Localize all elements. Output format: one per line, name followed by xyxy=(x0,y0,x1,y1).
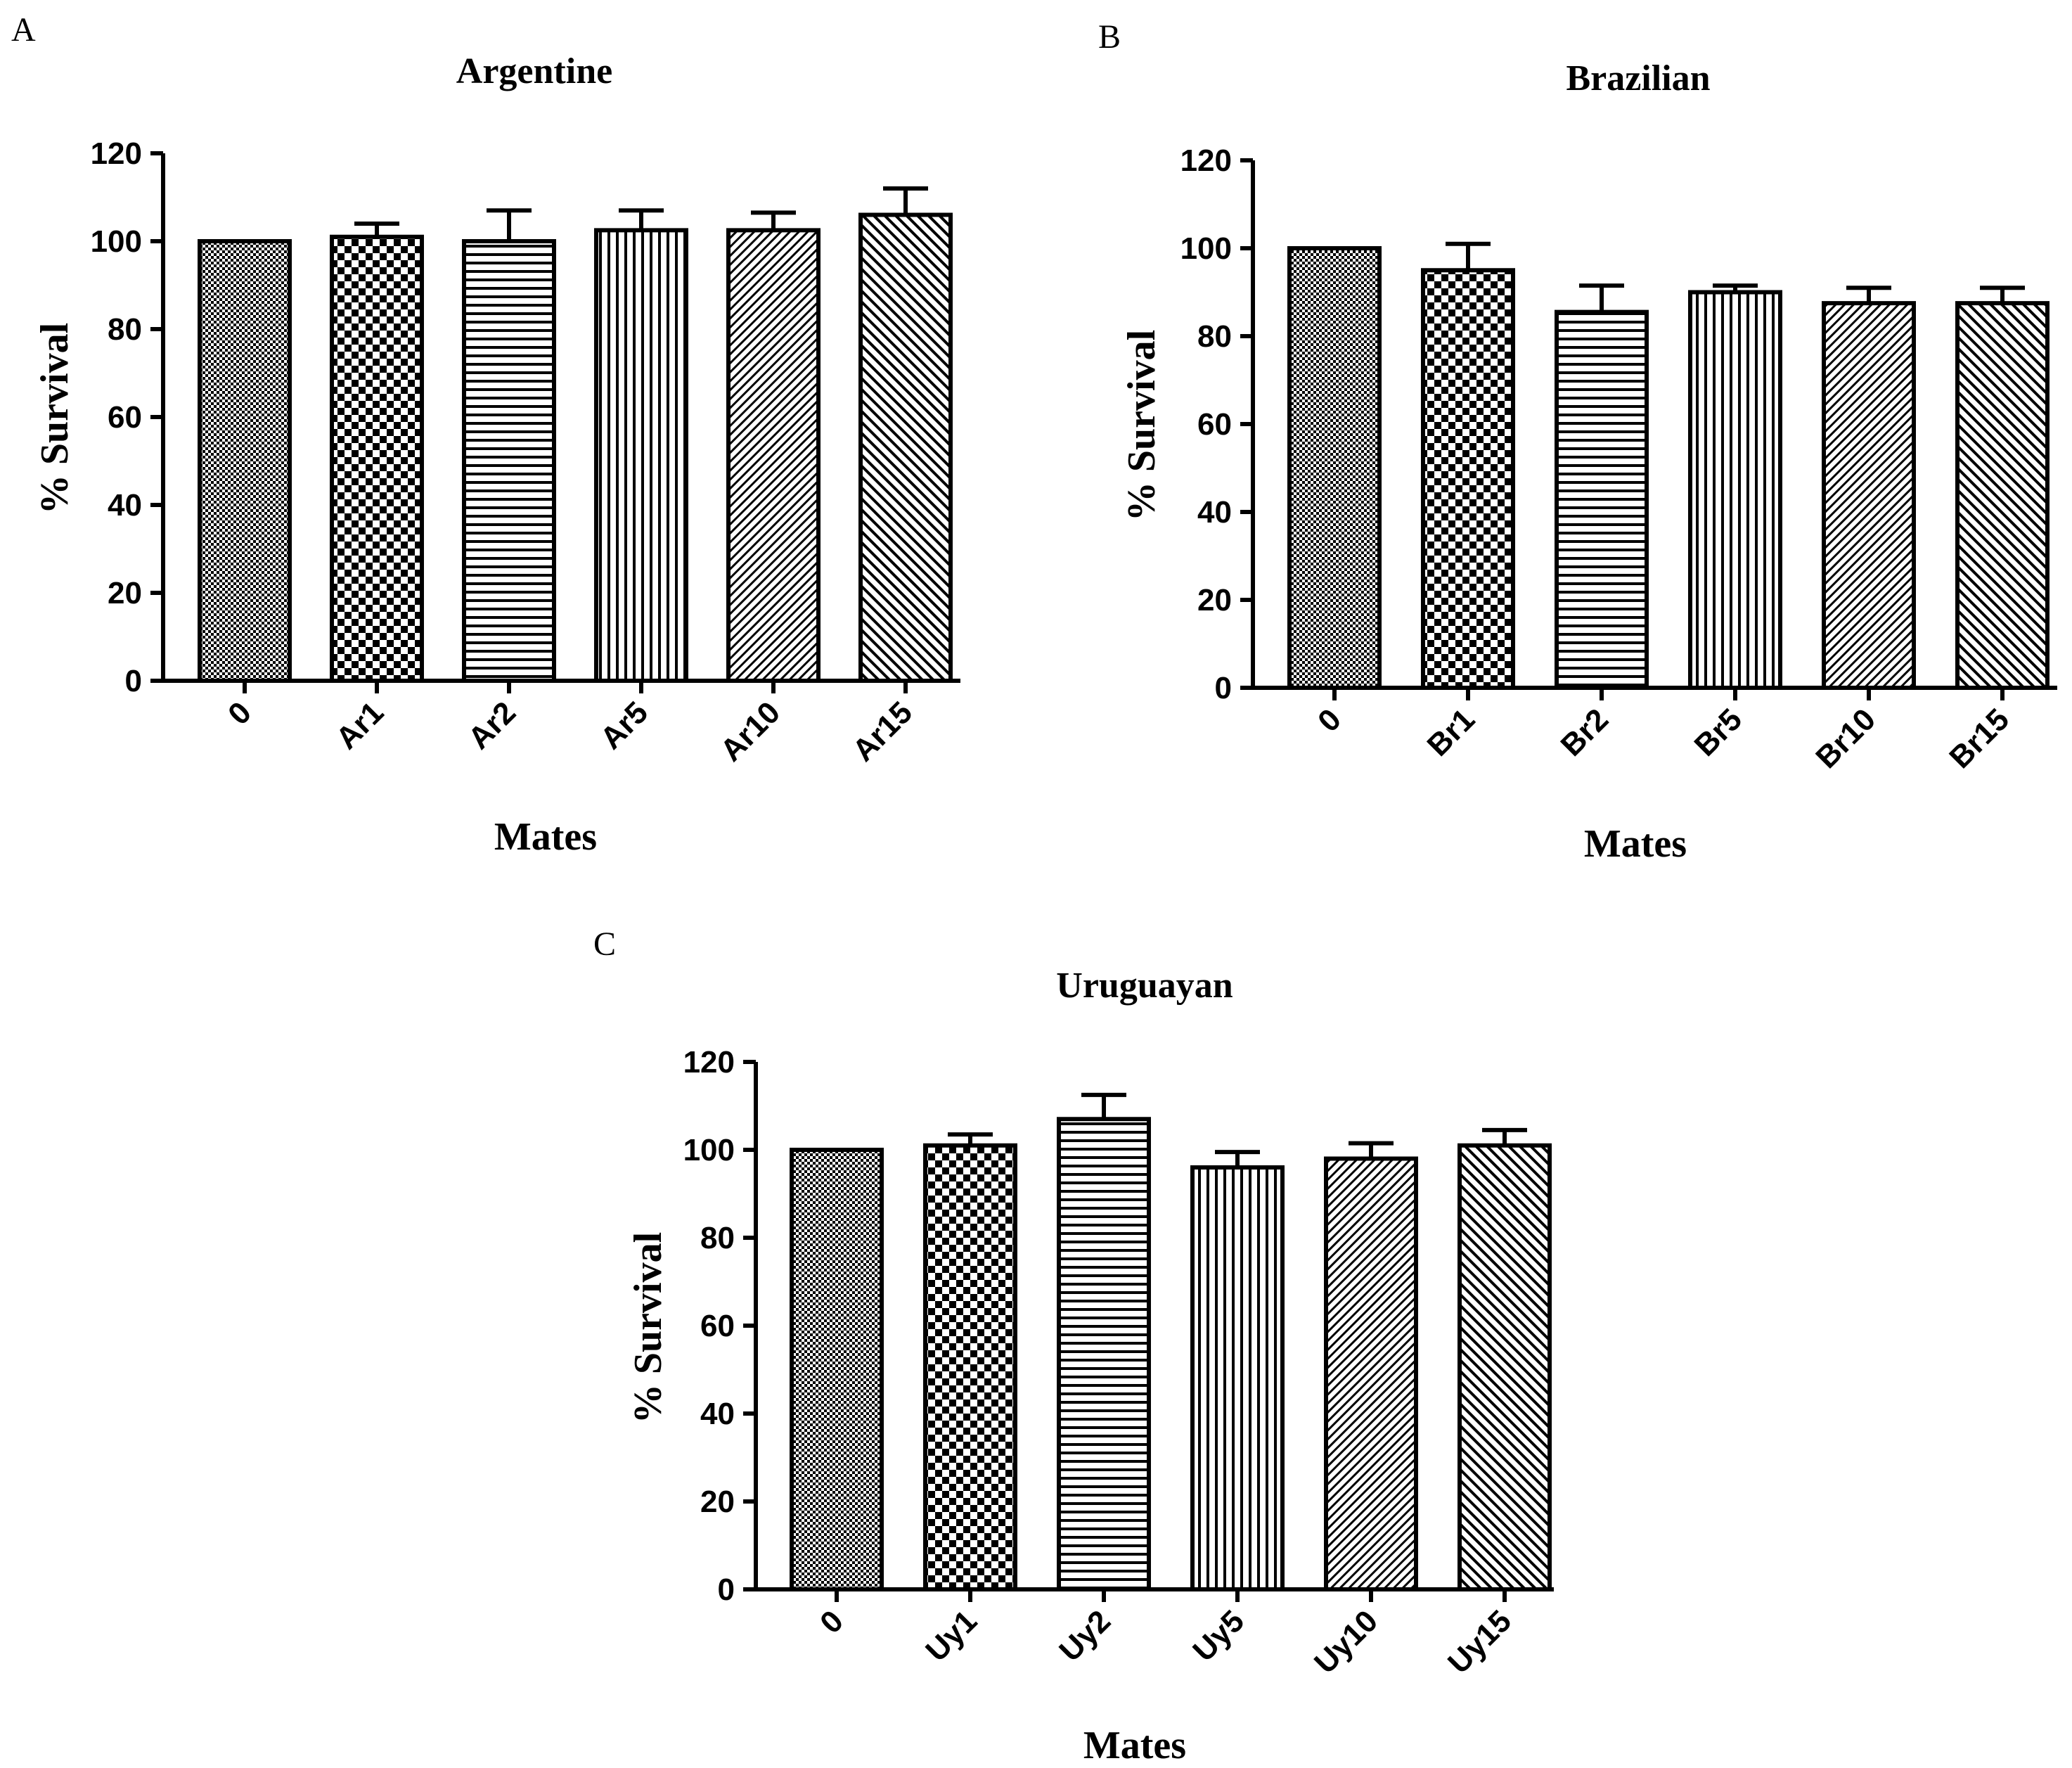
y-tick-label: 80 xyxy=(108,312,142,347)
x-tick-label: Uy1 xyxy=(919,1603,984,1668)
x-tick-label: Br10 xyxy=(1809,702,1882,775)
y-tick-label: 60 xyxy=(108,400,142,435)
bar-uy2 xyxy=(1057,1117,1151,1591)
x-tick-label: Br15 xyxy=(1943,702,2016,775)
x-axis-title: Mates xyxy=(494,815,597,859)
x-tick-label: Br2 xyxy=(1555,702,1616,763)
chart-title: Argentine xyxy=(456,51,612,91)
y-tick-label: 20 xyxy=(1197,583,1232,617)
y-tick-label: 100 xyxy=(683,1133,735,1167)
x-tick-label: Br5 xyxy=(1688,702,1749,763)
bar-ar2 xyxy=(462,239,556,683)
chart-panel-uruguayan: C Uruguayan % Survival Mates 0 20 40 60 80 10… xyxy=(593,925,1554,1767)
x-tick-label: 0 xyxy=(1311,702,1348,738)
y-tick-label: 60 xyxy=(700,1309,735,1343)
x-axis-title: Mates xyxy=(1083,1724,1186,1767)
x-tick-label: 0 xyxy=(221,695,258,731)
y-tick-label: 60 xyxy=(1197,407,1232,442)
y-axis-title: % Survival xyxy=(626,1232,670,1423)
y-tick-label: 100 xyxy=(91,224,142,259)
chart-title: Uruguayan xyxy=(1056,966,1233,1006)
bar-br1 xyxy=(1421,268,1515,690)
x-tick-label: Uy15 xyxy=(1441,1603,1518,1680)
y-tick-label: 100 xyxy=(1180,231,1232,266)
y-tick-label: 40 xyxy=(1197,495,1232,530)
chart-panel-argentine: A Argentine % Survival Mates 0 20 40 60 80 10… xyxy=(11,11,960,859)
bar-ar15 xyxy=(858,212,953,683)
bar-ar5 xyxy=(594,228,688,683)
panel-label: B xyxy=(1098,18,1121,56)
y-tick-label: 0 xyxy=(125,664,142,698)
x-tick-label: Ar5 xyxy=(594,695,655,756)
bar-ar1 xyxy=(330,234,424,683)
y-tick-label: 0 xyxy=(1215,671,1232,705)
x-tick-label: Ar15 xyxy=(846,695,919,768)
bar-0 xyxy=(1287,246,1382,690)
y-axis-title: % Survival xyxy=(1120,330,1164,521)
bar-uy10 xyxy=(1324,1156,1418,1591)
x-tick-label: Ar2 xyxy=(462,695,523,756)
chart-panel-brazilian: B Brazilian % Survival Mates 0 20 40 60 80 10… xyxy=(1098,18,2057,866)
x-tick-label: Ar10 xyxy=(714,695,787,768)
y-tick-label: 40 xyxy=(700,1397,735,1431)
y-tick-label: 40 xyxy=(108,488,142,523)
bar-br5 xyxy=(1688,290,1782,690)
bar-br15 xyxy=(1955,301,2050,690)
y-tick-label: 120 xyxy=(1180,143,1232,178)
y-tick-label: 120 xyxy=(683,1045,735,1080)
x-tick-label: Uy2 xyxy=(1053,1603,1117,1668)
bar-0 xyxy=(198,239,292,683)
x-axis-title: Mates xyxy=(1584,822,1687,866)
chart-title: Brazilian xyxy=(1566,58,1710,98)
x-tick-label: 0 xyxy=(813,1603,850,1640)
x-tick-label: Uy10 xyxy=(1308,1603,1384,1680)
x-tick-label: Uy5 xyxy=(1186,1603,1251,1668)
bar-uy1 xyxy=(923,1143,1017,1591)
y-tick-label: 20 xyxy=(108,576,142,610)
bar-ar10 xyxy=(726,228,821,683)
bar-0 xyxy=(790,1148,884,1591)
y-tick-label: 80 xyxy=(1197,319,1232,354)
x-tick-label: Br1 xyxy=(1421,702,1482,763)
bar-br2 xyxy=(1555,309,1649,690)
y-tick-label: 20 xyxy=(700,1485,735,1519)
panel-label: A xyxy=(11,11,36,49)
y-axis-title: % Survival xyxy=(33,323,77,514)
x-tick-label: Ar1 xyxy=(330,695,391,756)
y-tick-label: 120 xyxy=(91,136,142,171)
panel-label: C xyxy=(593,925,616,963)
y-tick-label: 80 xyxy=(700,1221,735,1255)
bar-uy5 xyxy=(1190,1165,1285,1591)
bar-br10 xyxy=(1822,301,1916,690)
bar-uy15 xyxy=(1458,1143,1552,1591)
y-tick-label: 0 xyxy=(718,1572,735,1607)
